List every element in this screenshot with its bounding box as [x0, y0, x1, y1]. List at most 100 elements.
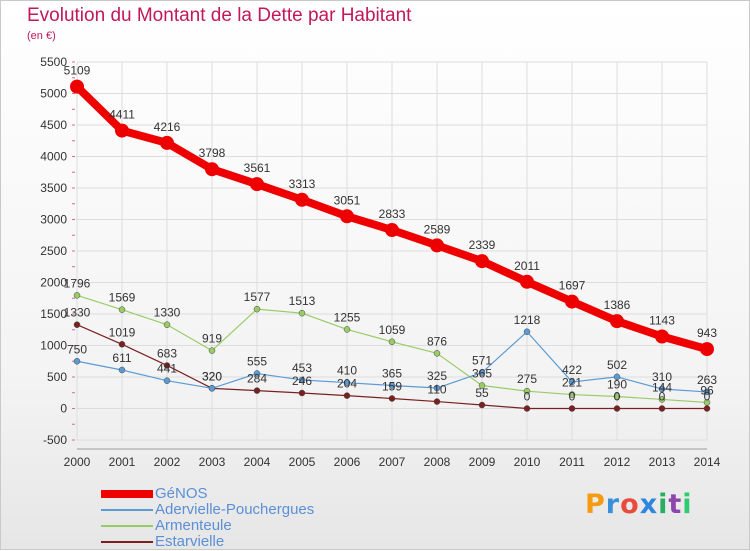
y-tick-label: 2500 — [40, 244, 67, 258]
data-label: 1143 — [649, 313, 675, 327]
data-point-3 — [118, 341, 126, 348]
data-point-3 — [253, 387, 261, 394]
x-tick-label: 2012 — [604, 455, 631, 469]
data-label: 1019 — [109, 325, 136, 339]
data-label: 611 — [112, 351, 131, 365]
data-label: 365 — [472, 367, 492, 381]
data-point-0 — [520, 274, 534, 289]
y-tick-label: 500 — [47, 370, 67, 384]
x-tick-label: 2000 — [64, 455, 91, 469]
data-label: 221 — [562, 376, 582, 390]
data-label: 876 — [427, 334, 447, 348]
x-tick-label: 2006 — [334, 455, 361, 469]
data-point-3 — [523, 405, 531, 412]
y-tick-label: 5000 — [40, 87, 67, 101]
chart-subtitle: (en €) — [27, 30, 56, 42]
data-label: 0 — [524, 390, 531, 404]
data-label: 750 — [67, 342, 87, 356]
data-point-2 — [433, 350, 441, 357]
data-point-2 — [73, 292, 81, 299]
data-label: 919 — [202, 332, 222, 346]
legend-label-armenteule: Armenteule — [155, 517, 232, 534]
y-tick-label: 1500 — [40, 307, 67, 321]
logo-letter: o — [620, 489, 640, 520]
y-tick-label: 3000 — [40, 213, 67, 227]
data-point-0 — [70, 79, 84, 94]
data-label: 4411 — [109, 108, 135, 122]
proxiti-logo: Proxiti — [585, 489, 693, 520]
data-label: 453 — [292, 361, 312, 375]
data-label: 0 — [614, 390, 621, 404]
data-point-1 — [343, 379, 351, 386]
y-tick-label: 0 — [60, 402, 67, 416]
logo-letter: x — [639, 489, 659, 520]
data-point-1 — [253, 370, 261, 377]
x-tick-label: 2003 — [199, 455, 226, 469]
data-label: 1577 — [244, 290, 271, 304]
data-label: 1059 — [379, 323, 406, 337]
logo-letter: P — [585, 489, 606, 520]
data-label: 204 — [337, 377, 357, 391]
data-point-0 — [655, 329, 669, 344]
data-point-3 — [433, 398, 441, 405]
x-tick-label: 2004 — [244, 455, 271, 469]
legend-swatch-adervielle — [101, 509, 153, 511]
data-label: 5109 — [64, 64, 91, 78]
data-label: 284 — [247, 372, 267, 386]
data-point-3 — [703, 405, 711, 412]
x-tick-label: 2002 — [154, 455, 181, 469]
legend-item-genos: GéNOS — [101, 486, 314, 502]
data-label: 3313 — [289, 177, 316, 191]
x-tick-label: 2007 — [379, 455, 406, 469]
logo-letter: i — [682, 489, 693, 520]
data-point-1 — [658, 385, 666, 393]
data-point-2 — [118, 306, 126, 313]
data-label: 3798 — [199, 146, 226, 160]
data-label: 310 — [652, 370, 672, 384]
data-label: 2339 — [469, 238, 496, 252]
y-tick-label: 3500 — [40, 181, 67, 195]
data-label: 2833 — [379, 207, 406, 221]
data-label: 246 — [292, 374, 312, 388]
data-label: 365 — [382, 367, 402, 381]
data-point-1 — [433, 384, 441, 392]
data-label: 422 — [562, 363, 582, 377]
data-point-3 — [163, 362, 171, 369]
data-label: 1697 — [559, 279, 586, 293]
data-label: 159 — [382, 379, 402, 393]
logo-letter: i — [658, 489, 669, 520]
data-label: 96 — [700, 383, 714, 397]
data-label: 0 — [704, 390, 711, 404]
data-point-3 — [298, 389, 306, 397]
x-tick-label: 2014 — [694, 455, 721, 469]
data-label: 144 — [652, 380, 672, 394]
x-tick-label: 2013 — [649, 455, 676, 469]
data-label: 55 — [475, 386, 489, 400]
data-label: 502 — [607, 358, 627, 372]
legend-swatch-estarvielle — [101, 541, 153, 543]
data-point-2 — [208, 347, 216, 354]
y-tick-label: -500 — [43, 433, 67, 447]
legend-item-estarvielle: Estarvielle — [101, 534, 314, 550]
y-tick-label: 4500 — [40, 118, 67, 132]
data-label: 555 — [247, 355, 267, 369]
data-label: 275 — [517, 372, 537, 386]
legend-label-estarvielle: Estarvielle — [155, 533, 225, 550]
data-point-3 — [478, 401, 486, 409]
data-point-0 — [475, 254, 489, 269]
data-point-2 — [343, 326, 351, 333]
data-label: 1330 — [64, 306, 91, 320]
data-point-3 — [343, 392, 351, 399]
legend-swatch-armenteule — [101, 525, 153, 527]
data-point-1 — [298, 376, 306, 384]
data-point-1 — [523, 328, 531, 336]
legend-label-genos: GéNOS — [155, 485, 208, 502]
chart-title: Evolution du Montant de la Dette par Hab… — [27, 5, 412, 26]
x-tick-label: 2005 — [289, 455, 316, 469]
data-point-3 — [658, 405, 666, 412]
data-point-2 — [253, 305, 261, 313]
data-point-1 — [703, 388, 711, 396]
data-label: 1386 — [604, 298, 631, 312]
data-point-2 — [298, 309, 306, 317]
data-point-2 — [163, 321, 171, 328]
